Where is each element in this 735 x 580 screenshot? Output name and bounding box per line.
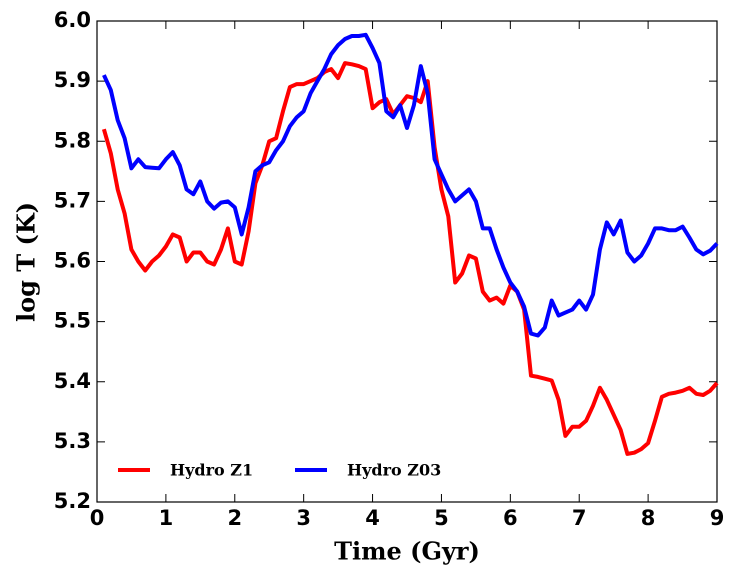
x-tick-label: 7 [572, 506, 587, 530]
y-tick-label: 5.3 [54, 429, 91, 453]
x-axis-label: Time (Gyr) [334, 537, 480, 566]
y-tick-label: 5.7 [54, 188, 91, 212]
x-tick-label: 3 [296, 506, 311, 530]
y-tick-label: 5.6 [54, 249, 91, 273]
y-axis-label: log T (K) [12, 202, 41, 322]
x-tick-label: 0 [90, 506, 105, 530]
y-tick-label: 5.9 [54, 68, 91, 92]
y-tick-label: 5.2 [54, 489, 91, 513]
line [102, 32, 719, 338]
y-tick-label: 6.0 [54, 8, 91, 32]
line [101, 61, 719, 456]
x-tick-label: 9 [710, 506, 725, 530]
legend-label: Hydro Z03 [347, 461, 441, 480]
y-tick-label: 5.8 [54, 128, 91, 152]
x-tick-label: 2 [227, 506, 242, 530]
legend-label: Hydro Z1 [170, 461, 253, 480]
x-tick-label: 5 [434, 506, 449, 530]
x-tick-label: 8 [641, 506, 656, 530]
x-tick-label: 4 [365, 506, 380, 530]
x-tick-label: 6 [503, 506, 518, 530]
y-tick-label: 5.4 [54, 369, 91, 393]
plot-frame [96, 20, 718, 503]
x-tick-label: 1 [159, 506, 174, 530]
y-tick-label: 5.5 [54, 309, 91, 333]
